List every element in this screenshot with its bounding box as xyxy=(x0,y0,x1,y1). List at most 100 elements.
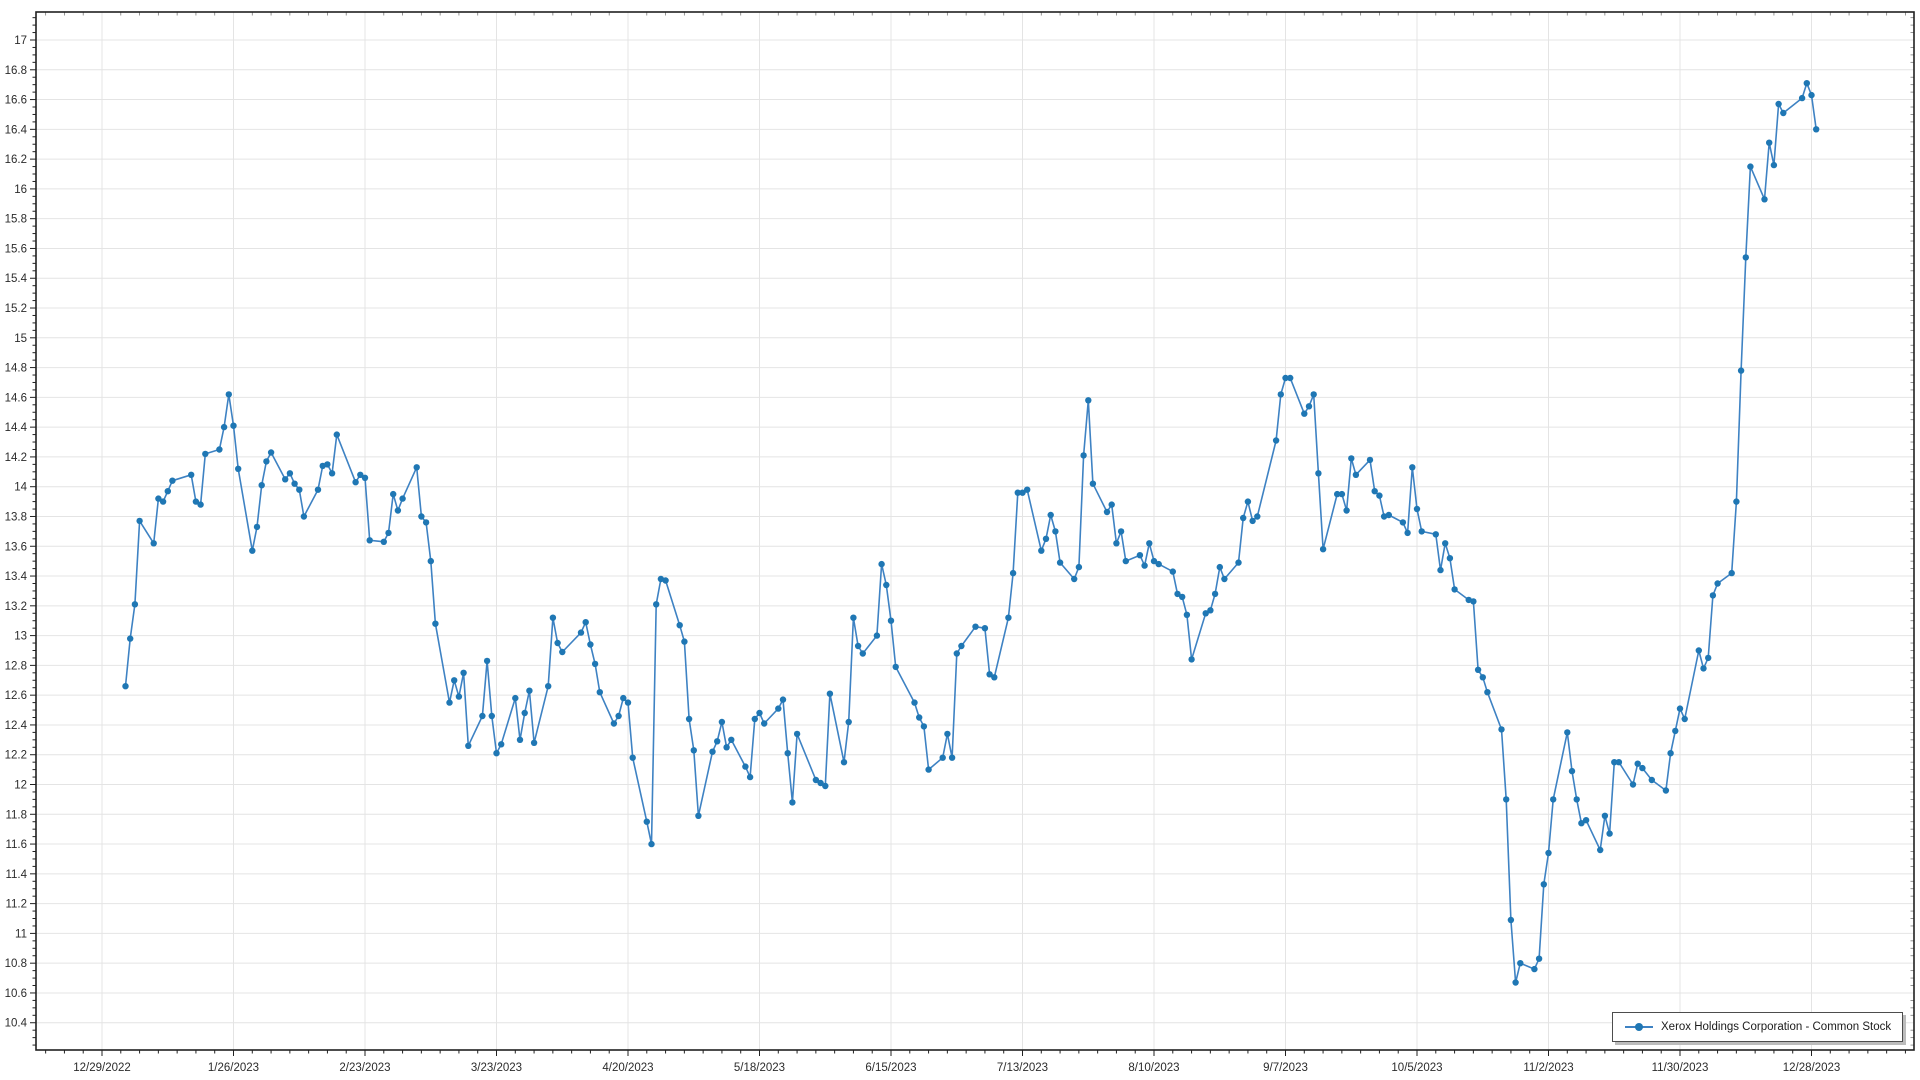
price-point xyxy=(545,683,552,690)
price-point xyxy=(385,529,392,537)
price-point xyxy=(1334,490,1341,498)
y-axis-tick-label: 16.6 xyxy=(5,95,27,107)
price-point xyxy=(413,464,420,471)
y-axis-tick-label: 12.8 xyxy=(5,660,27,672)
price-point xyxy=(1056,559,1064,566)
price-point xyxy=(1338,490,1346,498)
price-point xyxy=(1413,505,1421,513)
price-point xyxy=(1005,614,1012,621)
y-axis-tick-label: 13.8 xyxy=(5,511,27,523)
price-point xyxy=(235,465,242,472)
axis-labels: 17 16.8 16.6 16.4 16.2 16 15.8 15.6 15.4 15.2 15 14… xyxy=(5,35,1841,1074)
price-point xyxy=(530,739,538,746)
price-point xyxy=(1564,729,1571,736)
price-point xyxy=(296,486,303,493)
price-point xyxy=(723,744,730,751)
price-point xyxy=(1578,820,1585,827)
price-point xyxy=(1761,196,1768,203)
price-point xyxy=(653,601,660,608)
price-point xyxy=(1207,607,1214,614)
price-point xyxy=(1155,560,1162,568)
price-point xyxy=(1634,760,1641,767)
price-point xyxy=(1117,528,1125,535)
price-point xyxy=(1385,511,1393,519)
price-point xyxy=(1573,796,1580,803)
price-point xyxy=(1639,764,1646,772)
price-point xyxy=(1705,654,1712,662)
price-point xyxy=(1348,455,1355,462)
price-point xyxy=(1089,480,1097,487)
price-point xyxy=(1813,126,1820,133)
price-point xyxy=(1146,540,1153,547)
price-point xyxy=(911,699,918,706)
price-point xyxy=(1803,80,1811,87)
price-point xyxy=(1240,514,1247,522)
price-point xyxy=(822,782,829,790)
price-point xyxy=(498,741,505,748)
price-point xyxy=(554,639,561,647)
price-point xyxy=(427,557,434,565)
price-point xyxy=(1451,586,1458,593)
price-point xyxy=(1014,489,1021,496)
y-axis-tick-label: 12.4 xyxy=(5,720,28,732)
price-point xyxy=(1662,787,1670,794)
y-axis-tick-label: 15.4 xyxy=(5,273,28,285)
price-point xyxy=(878,560,885,568)
y-axis-tick-label: 16.2 xyxy=(5,154,27,166)
price-point xyxy=(357,471,364,478)
price-point xyxy=(840,759,848,766)
price-point xyxy=(1770,161,1778,169)
price-point xyxy=(1315,470,1322,477)
price-point xyxy=(169,477,176,484)
price-point xyxy=(1709,592,1717,599)
price-point xyxy=(1747,163,1754,170)
price-point xyxy=(352,479,359,486)
price-point xyxy=(197,501,204,508)
price-point xyxy=(333,431,340,438)
price-point xyxy=(756,709,763,717)
price-point xyxy=(1404,529,1411,537)
price-point xyxy=(460,669,467,676)
price-point xyxy=(1023,486,1031,493)
price-point xyxy=(958,642,965,650)
price-point xyxy=(887,617,895,624)
price-point xyxy=(1366,456,1374,464)
y-axis-tick-label: 15 xyxy=(14,333,27,345)
y-axis-tick-label: 15.2 xyxy=(5,303,27,315)
price-point xyxy=(1202,610,1209,617)
y-axis-tick-label: 12.6 xyxy=(5,690,27,702)
price-point xyxy=(1235,559,1242,566)
price-point xyxy=(1136,552,1144,559)
price-point xyxy=(859,650,866,657)
gridlines xyxy=(36,12,1914,1050)
price-point xyxy=(591,660,599,668)
price-point xyxy=(681,638,688,645)
price-point xyxy=(643,818,650,825)
price-point xyxy=(1507,916,1515,924)
price-point xyxy=(1681,715,1688,723)
price-point xyxy=(1075,563,1083,571)
price-point xyxy=(1728,569,1735,577)
price-point xyxy=(188,471,195,478)
price-point xyxy=(422,519,430,526)
price-point xyxy=(122,683,129,690)
price-point xyxy=(1085,397,1092,404)
price-point xyxy=(1277,391,1285,398)
y-axis-tick-label: 14.8 xyxy=(5,363,27,375)
price-point xyxy=(230,422,237,429)
price-point xyxy=(615,712,622,720)
price-point xyxy=(854,642,862,650)
price-point xyxy=(1672,727,1679,735)
price-point xyxy=(1047,511,1054,519)
price-point xyxy=(779,696,787,703)
y-axis-tick-label: 16.4 xyxy=(5,124,28,136)
x-axis-tick-label: 6/15/2023 xyxy=(865,1062,916,1074)
price-point xyxy=(1550,796,1557,803)
x-axis-tick-label: 7/13/2023 xyxy=(997,1062,1048,1074)
price-point xyxy=(1249,517,1256,525)
price-point xyxy=(1766,139,1773,146)
price-point xyxy=(1597,846,1604,854)
price-point xyxy=(812,776,820,784)
y-axis-tick-label: 15.6 xyxy=(5,243,27,255)
